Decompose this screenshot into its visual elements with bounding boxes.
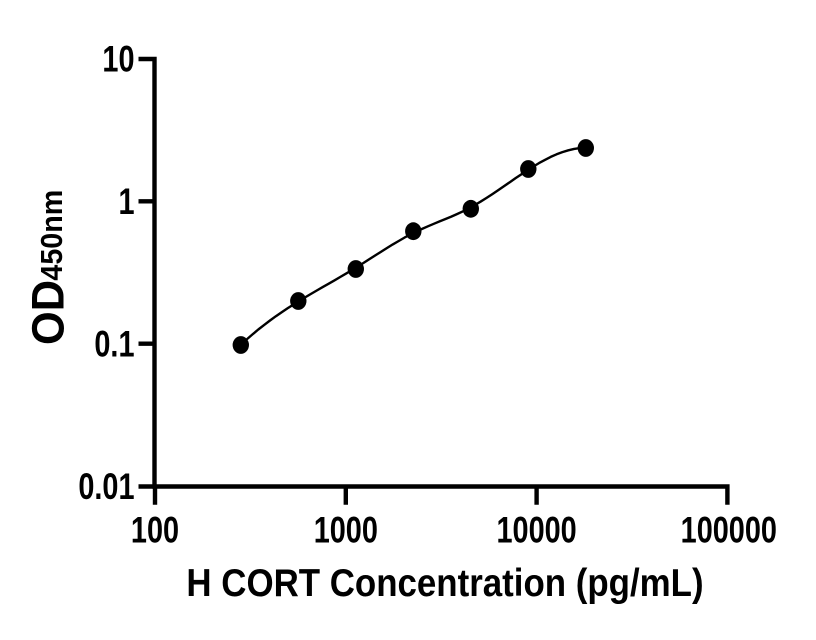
svg-text:1: 1 [118,182,134,223]
svg-text:450nm: 450nm [35,190,69,281]
svg-text:10000: 10000 [496,510,576,551]
svg-text:H CORT Concentration (pg/mL): H CORT Concentration (pg/mL) [186,562,703,605]
svg-text:0.1: 0.1 [94,324,134,365]
svg-text:OD: OD [24,280,74,345]
svg-text:10: 10 [102,39,134,80]
svg-text:100000: 100000 [681,510,777,551]
svg-text:1000: 1000 [314,510,378,551]
svg-text:0.01: 0.01 [78,467,134,508]
svg-text:100: 100 [131,510,179,551]
